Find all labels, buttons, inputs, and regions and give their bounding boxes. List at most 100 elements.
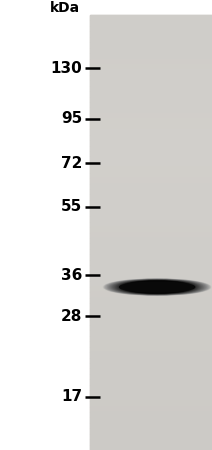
Bar [90,249,212,254]
Bar [90,162,212,167]
Ellipse shape [124,281,190,293]
Bar [90,309,212,314]
Text: 36: 36 [61,268,82,283]
Bar [90,178,212,184]
Ellipse shape [123,281,191,293]
Text: kDa: kDa [50,1,80,15]
Bar [90,53,212,58]
Text: 130: 130 [50,60,82,76]
Bar [90,194,212,200]
Bar [90,385,212,390]
Bar [90,173,212,178]
Bar [90,157,212,162]
Text: 17: 17 [61,389,82,404]
Ellipse shape [107,279,208,295]
Ellipse shape [119,281,196,293]
Bar [90,32,212,37]
Bar [90,227,212,233]
Ellipse shape [117,280,197,294]
Ellipse shape [114,280,201,294]
Bar [90,314,212,319]
Bar [90,15,212,20]
Ellipse shape [120,282,195,292]
Bar [90,102,212,108]
Ellipse shape [109,279,205,294]
Bar [90,358,212,363]
Bar [90,189,212,194]
Ellipse shape [121,281,193,293]
Bar [90,216,212,222]
Ellipse shape [123,281,191,293]
Bar [90,58,212,64]
Bar [90,352,212,358]
Bar [90,200,212,205]
Ellipse shape [108,279,206,295]
Bar [90,260,212,265]
Ellipse shape [119,281,195,293]
Ellipse shape [107,279,207,295]
Bar [90,37,212,42]
Bar [90,140,212,145]
Ellipse shape [114,280,200,294]
Bar [90,369,212,374]
Bar [90,434,212,439]
Bar [90,118,212,124]
Ellipse shape [116,280,198,294]
Bar [90,205,212,211]
Ellipse shape [122,281,192,293]
Text: 95: 95 [61,111,82,126]
Bar [90,75,212,80]
Bar [90,270,212,276]
Bar [90,145,212,151]
Bar [90,336,212,341]
Bar [90,363,212,369]
Ellipse shape [104,279,210,295]
Ellipse shape [118,281,196,293]
Bar [90,445,212,450]
Bar [90,401,212,406]
Bar [90,233,212,238]
Ellipse shape [112,280,203,294]
Ellipse shape [110,280,204,294]
Bar [90,184,212,189]
Ellipse shape [120,281,195,293]
Bar [90,281,212,287]
Bar [90,346,212,352]
Ellipse shape [115,280,199,294]
Bar [90,243,212,249]
Ellipse shape [120,281,194,293]
Bar [90,276,212,281]
Ellipse shape [122,281,192,293]
Bar [90,91,212,97]
Bar [90,303,212,309]
Ellipse shape [105,279,209,295]
Bar [90,330,212,336]
Bar [90,412,212,418]
Bar [90,48,212,53]
Bar [90,135,212,140]
Bar [90,418,212,423]
Bar [90,108,212,113]
Ellipse shape [106,279,209,295]
Bar [90,167,212,173]
Ellipse shape [111,280,203,294]
Bar [90,222,212,227]
Bar [90,69,212,75]
Ellipse shape [112,280,202,294]
Bar [90,374,212,379]
Bar [90,439,212,445]
Ellipse shape [124,281,190,293]
Bar [90,406,212,412]
Bar [90,15,212,450]
Ellipse shape [105,279,210,295]
Bar [90,390,212,396]
Bar [90,64,212,69]
Bar [90,113,212,118]
Bar [90,292,212,298]
Bar [90,26,212,32]
Bar [90,129,212,135]
Bar [90,42,212,48]
Bar [90,211,212,216]
Ellipse shape [117,280,197,293]
Ellipse shape [110,280,204,294]
